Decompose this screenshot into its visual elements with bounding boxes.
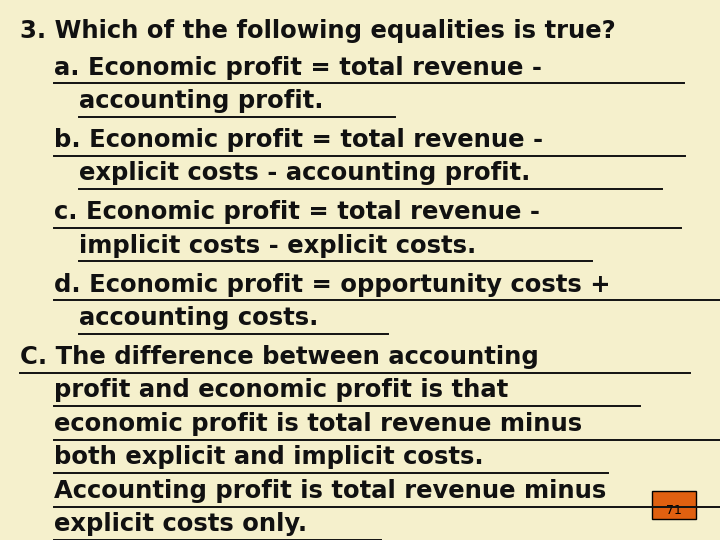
Text: C. The difference between accounting: C. The difference between accounting bbox=[20, 345, 539, 369]
Text: implicit costs - explicit costs.: implicit costs - explicit costs. bbox=[79, 234, 477, 258]
Text: economic profit is total revenue minus: economic profit is total revenue minus bbox=[54, 412, 582, 436]
Text: 3. Which of the following equalities is true?: 3. Which of the following equalities is … bbox=[20, 19, 616, 43]
Text: 71: 71 bbox=[666, 504, 682, 517]
Text: d. Economic profit = opportunity costs +: d. Economic profit = opportunity costs + bbox=[54, 273, 611, 296]
Text: profit and economic profit is that: profit and economic profit is that bbox=[54, 379, 508, 402]
Text: both explicit and implicit costs.: both explicit and implicit costs. bbox=[54, 446, 484, 469]
Text: c. Economic profit = total revenue -: c. Economic profit = total revenue - bbox=[54, 200, 540, 224]
Text: Accounting profit is total revenue minus: Accounting profit is total revenue minus bbox=[54, 479, 606, 503]
Text: explicit costs - accounting profit.: explicit costs - accounting profit. bbox=[79, 161, 531, 185]
Text: accounting profit.: accounting profit. bbox=[79, 89, 324, 113]
FancyBboxPatch shape bbox=[652, 491, 696, 519]
Text: a. Economic profit = total revenue -: a. Economic profit = total revenue - bbox=[54, 56, 542, 79]
Text: accounting costs.: accounting costs. bbox=[79, 306, 318, 330]
Text: b. Economic profit = total revenue -: b. Economic profit = total revenue - bbox=[54, 128, 543, 152]
Text: explicit costs only.: explicit costs only. bbox=[54, 512, 307, 536]
